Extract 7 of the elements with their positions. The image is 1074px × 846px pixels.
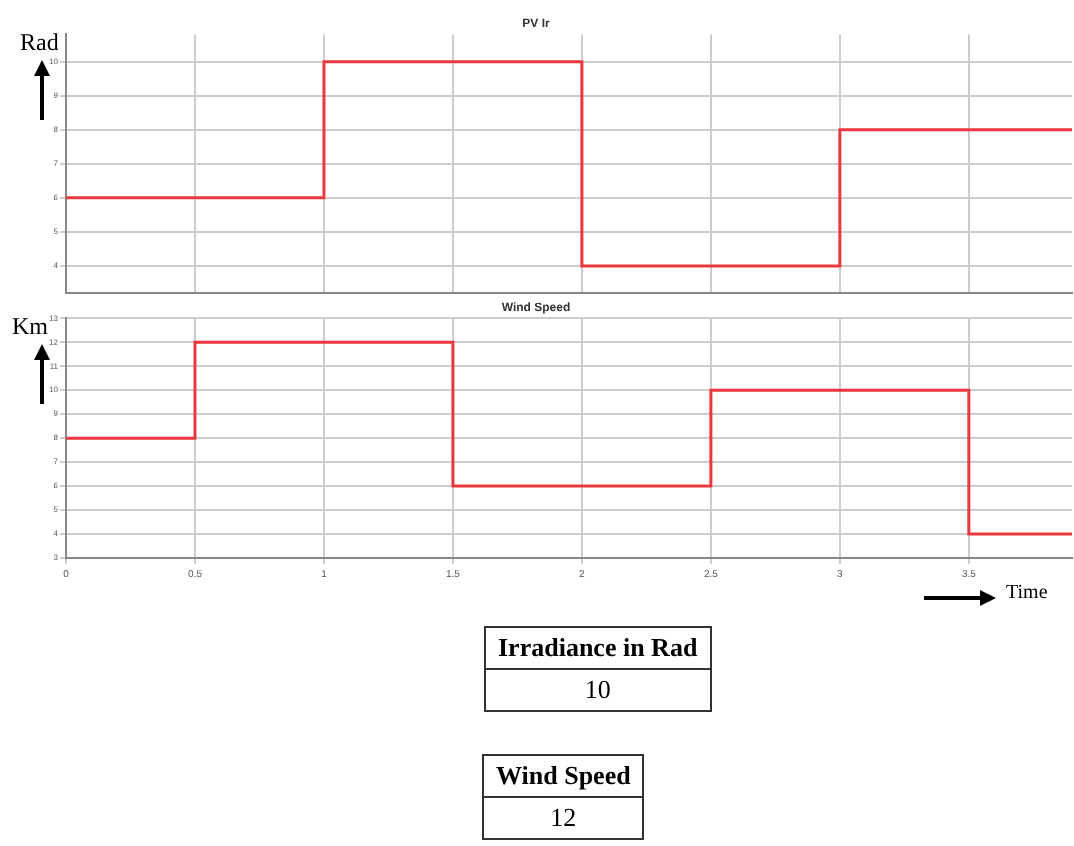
y-axis-title: Rad bbox=[20, 28, 59, 58]
x-axis-title: Time bbox=[1006, 582, 1048, 604]
text: Irradiance in Rad bbox=[485, 627, 711, 669]
text: 12 bbox=[483, 797, 644, 839]
text: Wind Speed bbox=[483, 755, 644, 797]
y-axis-title: Km bbox=[12, 312, 48, 342]
text: 10 bbox=[485, 669, 711, 711]
